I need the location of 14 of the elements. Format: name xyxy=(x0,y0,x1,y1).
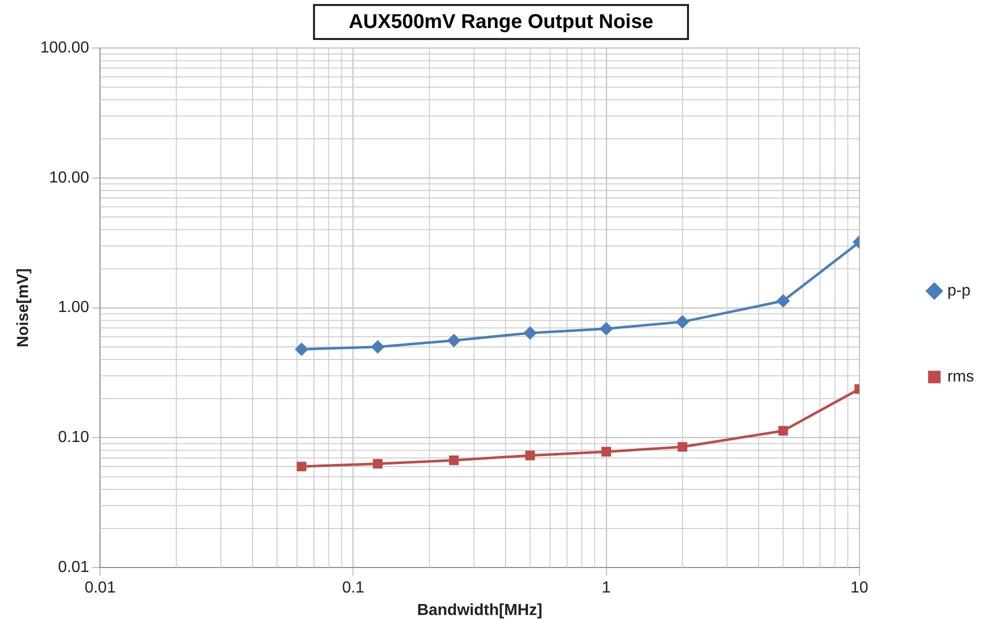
y-tick-label: 1.00 xyxy=(58,299,90,316)
x-tick-label: 0.1 xyxy=(342,580,364,597)
y-tick-label: 0.01 xyxy=(58,559,90,576)
x-axis-title: Bandwidth[MHz] xyxy=(417,602,542,619)
y-tick-label: 10.00 xyxy=(49,169,90,186)
y-tick-label: 0.10 xyxy=(58,429,90,446)
y-tick-label: 100.00 xyxy=(40,39,90,56)
legend-label: rms xyxy=(947,368,974,386)
chart-title: AUX500mV Range Output Noise xyxy=(313,4,689,40)
x-tick-label: 1 xyxy=(602,580,611,597)
x-tick-label: 10 xyxy=(850,580,868,597)
x-tick-label: 0.01 xyxy=(84,580,116,597)
legend-label: p-p xyxy=(947,282,971,300)
y-axis-title: Noise[mV] xyxy=(15,268,32,348)
